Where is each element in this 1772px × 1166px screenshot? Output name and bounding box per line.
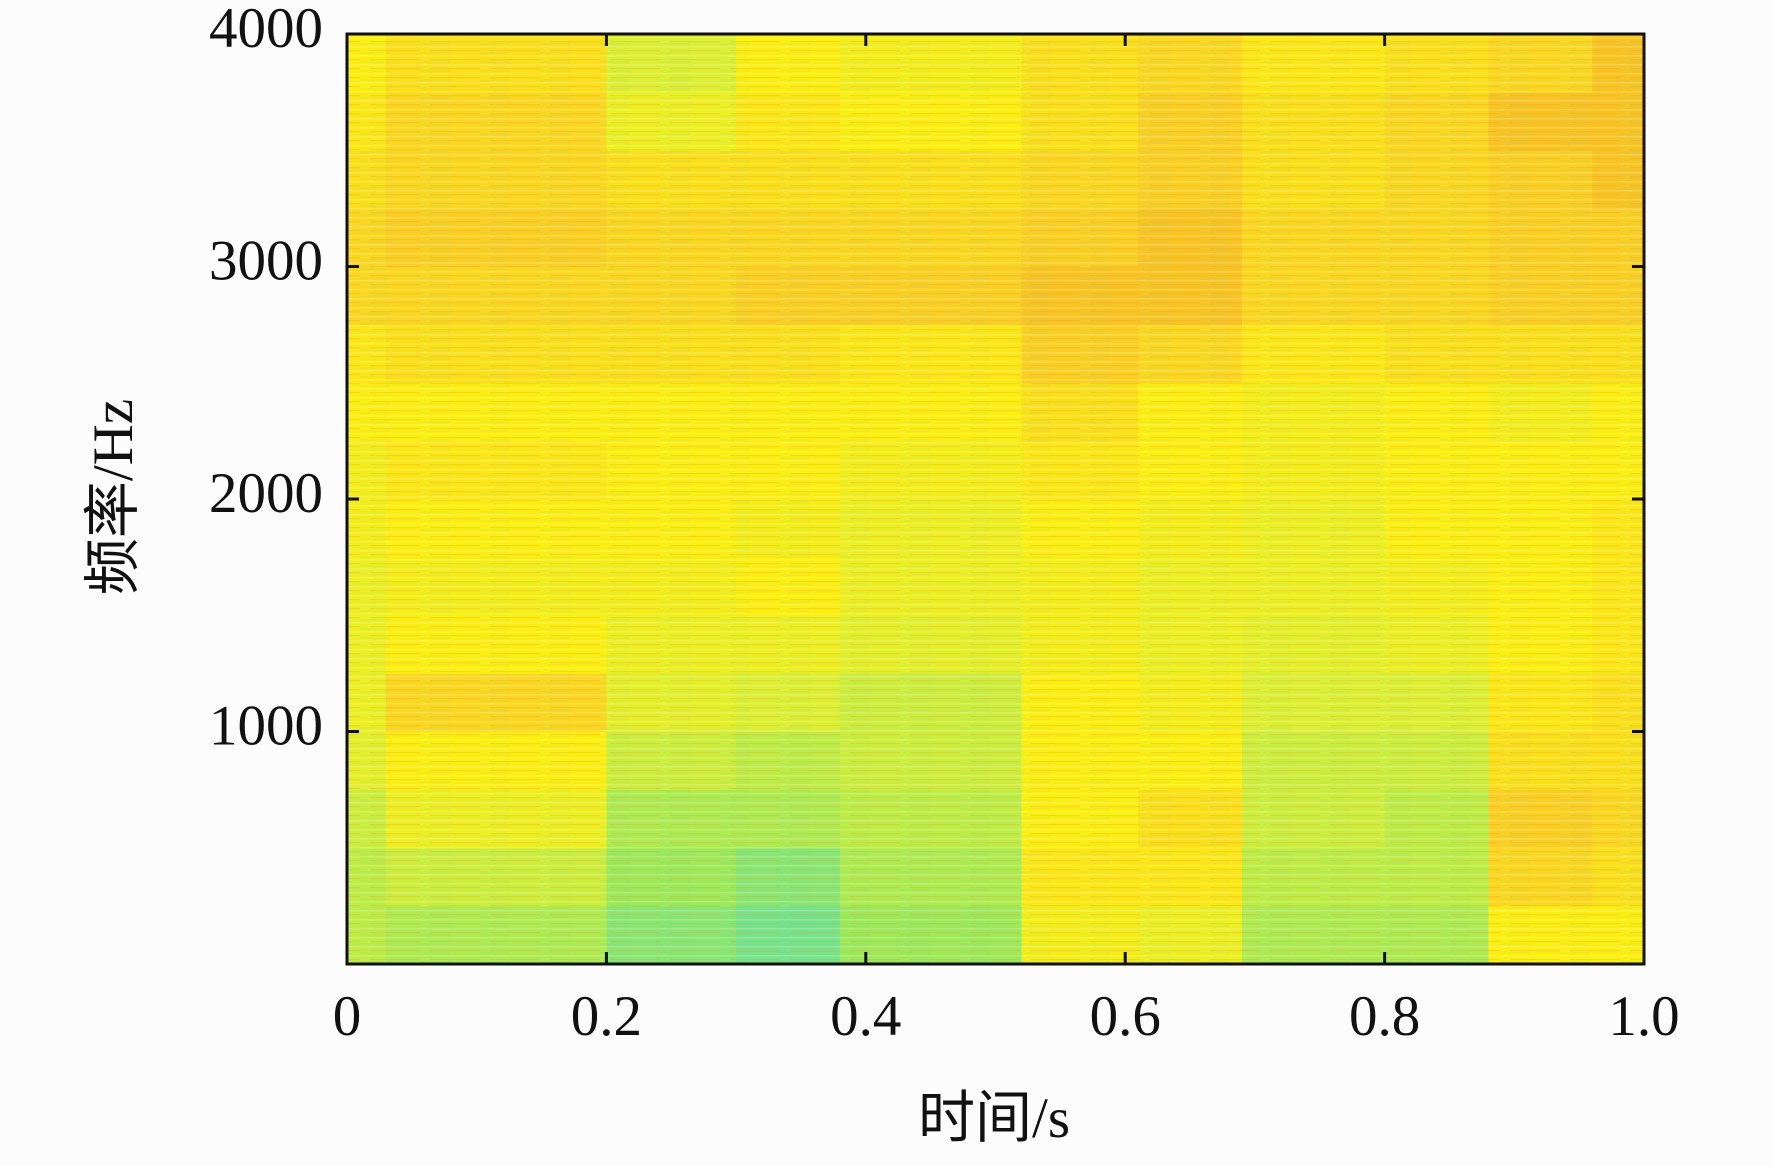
- x-tick-label: 0.2: [571, 985, 642, 1048]
- y-tick-label: 3000: [209, 230, 323, 293]
- x-tick-label: 0.8: [1349, 985, 1420, 1048]
- x-tick-label: 0.6: [1090, 985, 1161, 1048]
- x-tick-label: 0: [333, 985, 362, 1048]
- y-axis-title: 频率/Hz: [82, 399, 145, 595]
- x-axis-title: 时间/s: [918, 1087, 1070, 1150]
- y-tick-label: 1000: [209, 695, 323, 758]
- texture: [347, 34, 1644, 964]
- y-tick-label: 4000: [209, 0, 323, 60]
- x-tick-label: 1.0: [1608, 985, 1679, 1048]
- x-tick-label: 0.4: [830, 985, 901, 1048]
- y-tick-label: 2000: [209, 462, 323, 525]
